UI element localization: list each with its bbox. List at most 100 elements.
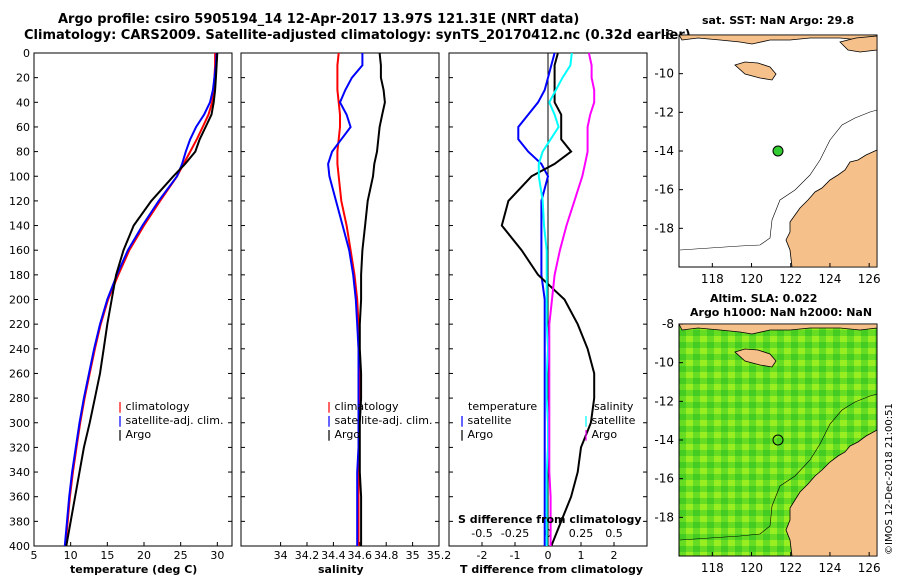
diff-legend-temp-satellite: | satellite bbox=[460, 414, 512, 427]
difference-top-xtick-label: 0.5 bbox=[605, 527, 623, 540]
temp-ytick-label: 20 bbox=[16, 72, 30, 85]
map-top-title: sat. SST: NaN Argo: 29.8 bbox=[702, 14, 855, 27]
difference-series-t-argo bbox=[500, 52, 596, 547]
map-sst bbox=[678, 34, 878, 268]
diff-legend-sal-satellite: | satellite bbox=[584, 414, 636, 427]
salinity-xtick-label: 34 bbox=[274, 549, 288, 562]
temperature-xtick-label: 25 bbox=[174, 549, 188, 562]
difference-top-xlabel: S difference from climatology bbox=[458, 513, 642, 526]
temp-ytick-label: 340 bbox=[9, 466, 30, 479]
temp-ytick-label: 380 bbox=[9, 515, 30, 528]
map-bottom-title-1: Altim. SLA: 0.022 bbox=[710, 292, 818, 305]
diff-legend-temp-argo: | Argo bbox=[460, 428, 494, 441]
temp-ytick-label: 300 bbox=[9, 417, 30, 430]
temperature-xtick-label: 20 bbox=[137, 549, 151, 562]
diff-legend-sal-argo: | Argo bbox=[584, 428, 618, 441]
map-sla-xtick-label: 120 bbox=[740, 561, 763, 575]
salinity-xlabel: salinity bbox=[318, 563, 364, 576]
watermark: ©IMOS 12-Dec-2018 21:00:51 bbox=[884, 403, 895, 555]
map-sst-ytick-label: -8 bbox=[662, 28, 674, 42]
difference-top-xtick-label: -0.5 bbox=[471, 527, 492, 540]
temp-ytick-label: 120 bbox=[9, 195, 30, 208]
map-sst-argo-marker bbox=[772, 145, 784, 157]
temp-ytick-label: 100 bbox=[9, 170, 30, 183]
temp-legend-climatology: | climatology bbox=[118, 400, 190, 413]
temperature-xlabel: temperature (deg C) bbox=[70, 563, 198, 576]
temp-ytick-label: 240 bbox=[9, 343, 30, 356]
map-sla bbox=[678, 323, 878, 557]
map-sla-ytick-label: -16 bbox=[654, 472, 674, 486]
sal-legend-satellite: | satellite-adj. clim. bbox=[327, 414, 433, 427]
map-sst-shelf-contour bbox=[679, 109, 878, 251]
difference-series-s-satellite bbox=[537, 52, 573, 546]
map-sst-xtick-label: 118 bbox=[701, 272, 724, 286]
map-sla-ytick-label: -14 bbox=[654, 433, 674, 447]
temperature-xtick-label: 10 bbox=[64, 549, 78, 562]
map-sst-xtick-label: 124 bbox=[818, 272, 841, 286]
difference-xtick-label: -1 bbox=[510, 549, 521, 562]
salinity-xtick-label: 34.4 bbox=[321, 549, 346, 562]
map-sst-ytick-label: -18 bbox=[654, 221, 674, 235]
salinity-xtick-label: 34.6 bbox=[348, 549, 373, 562]
temp-ytick-label: 320 bbox=[9, 441, 30, 454]
title-line-1: Argo profile: csiro 5905194_14 12-Apr-20… bbox=[58, 12, 580, 27]
sal-legend: | climatology | satellite-adj. clim. | A… bbox=[327, 400, 432, 442]
map-sst-xtick-label: 126 bbox=[858, 272, 881, 286]
diff-legend-temperature: temperature | satellite | Argo bbox=[460, 400, 537, 442]
temp-ytick-label: 160 bbox=[9, 244, 30, 257]
difference-xlabel: T difference from climatology bbox=[460, 563, 644, 576]
temp-ytick-label: 60 bbox=[16, 121, 30, 134]
sal-legend-climatology: | climatology bbox=[327, 400, 399, 413]
temp-legend: | climatology | satellite-adj. clim. | A… bbox=[118, 400, 223, 442]
salinity-xtick-label: 35.2 bbox=[427, 549, 452, 562]
map-sst-ytick-label: -14 bbox=[654, 144, 674, 158]
temp-legend-satellite: | satellite-adj. clim. bbox=[118, 414, 224, 427]
temp-ytick-label: 180 bbox=[9, 269, 30, 282]
temperature-xtick-label: 30 bbox=[210, 549, 224, 562]
difference-xtick-label: -2 bbox=[477, 549, 488, 562]
chart-marks: 0204060801001201401601802002202402602803… bbox=[9, 28, 881, 575]
map-sst-xtick-label: 122 bbox=[779, 272, 802, 286]
map-sst-land-island-2 bbox=[734, 61, 777, 81]
temp-ytick-label: 220 bbox=[9, 318, 30, 331]
map-sla-land-island-1 bbox=[678, 323, 878, 335]
map-sst-ytick-label: -12 bbox=[654, 105, 674, 119]
temp-ytick-label: 400 bbox=[9, 540, 30, 553]
diff-legend-salinity: salinity | satellite | Argo bbox=[584, 400, 635, 442]
map-sst-land-australia bbox=[785, 149, 878, 268]
salinity-xtick-label: 34.2 bbox=[295, 549, 320, 562]
salinity-xtick-label: 35 bbox=[406, 549, 420, 562]
map-sst-xtick-label: 120 bbox=[740, 272, 763, 286]
temp-legend-argo: | Argo bbox=[118, 428, 152, 441]
map-sla-ytick-label: -8 bbox=[662, 317, 674, 331]
diff-legend-sal-header: salinity bbox=[594, 400, 634, 413]
temp-ytick-label: 280 bbox=[9, 392, 30, 405]
difference-xtick-label: 0 bbox=[545, 549, 552, 562]
map-sla-shelf-contour bbox=[679, 393, 878, 541]
salinity-series-satellite-adj-clim- bbox=[327, 53, 364, 546]
temp-ytick-label: 200 bbox=[9, 294, 30, 307]
map-sst-land-island-1 bbox=[678, 34, 878, 45]
map-sla-xtick-label: 126 bbox=[858, 561, 881, 575]
temp-ytick-label: 40 bbox=[16, 96, 30, 109]
map-sla-ytick-label: -18 bbox=[654, 510, 674, 524]
temp-ytick-label: 140 bbox=[9, 220, 30, 233]
difference-series-t-satellite bbox=[517, 52, 556, 546]
temperature-series-satellite-adj-clim- bbox=[63, 52, 218, 547]
map-sla-xtick-label: 124 bbox=[818, 561, 841, 575]
map-sla-xtick-label: 118 bbox=[701, 561, 724, 575]
map-sst-ytick-label: -16 bbox=[654, 183, 674, 197]
salinity-xtick-label: 34.8 bbox=[374, 549, 399, 562]
temperature-series-climatology bbox=[64, 53, 217, 547]
difference-top-xtick-label: -0.25 bbox=[501, 527, 529, 540]
difference-series-s-argo bbox=[548, 52, 596, 546]
sal-legend-argo: | Argo bbox=[327, 428, 361, 441]
temperature-xtick-label: 5 bbox=[31, 549, 38, 562]
map-bottom-title-2: Argo h1000: NaN h2000: NaN bbox=[690, 306, 873, 319]
map-sla-argo-marker bbox=[772, 434, 784, 446]
temp-ytick-label: 260 bbox=[9, 367, 30, 380]
title-line-2: Climatology: CARS2009. Satellite-adjuste… bbox=[24, 28, 691, 43]
temperature-series-argo bbox=[65, 52, 219, 547]
map-sla-land-australia bbox=[785, 429, 878, 557]
map-sst-ytick-label: -10 bbox=[654, 67, 674, 81]
